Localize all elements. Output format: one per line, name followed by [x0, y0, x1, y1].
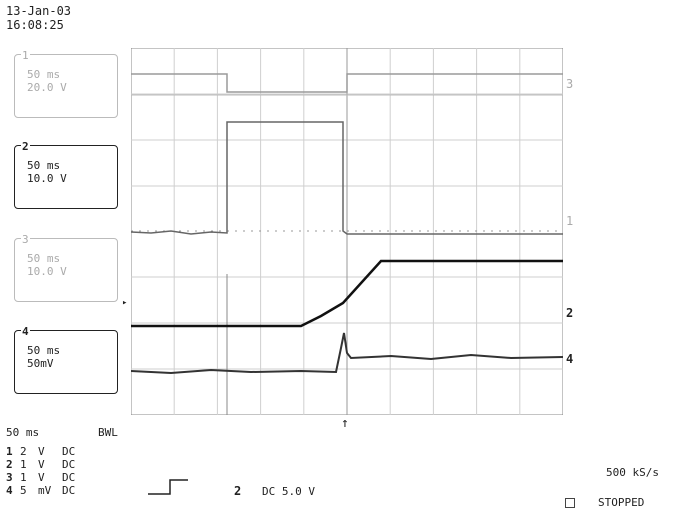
channel-4-timebase: 50 ms [27, 344, 61, 357]
date-label: 13-Jan-03 [6, 4, 72, 18]
waveform-display[interactable] [131, 48, 563, 415]
channel-4-number: 4 [21, 325, 30, 338]
trigger-position-arrow: ↑ [341, 416, 349, 431]
acquisition-status: STOPPED [598, 496, 645, 509]
channel-1-volts: 20.0 V [27, 81, 67, 94]
channel-summary-row-3: 3 1 V DC [6, 471, 76, 484]
channel-3-volts: 10.0 V [27, 265, 67, 278]
channel-2-number: 2 [21, 140, 30, 153]
channel-3-number: 3 [21, 233, 30, 246]
trigger-edge-icon [148, 479, 188, 495]
channel-3-timebase: 50 ms [27, 252, 61, 265]
channel-1-number: 1 [21, 49, 30, 62]
channel-2-volts: 10.0 V [27, 172, 67, 185]
trigger-coupling: DC 5.0 V [262, 485, 315, 498]
channel-summary-row-1: 1 2 V DC [6, 445, 76, 458]
channel-3-box[interactable]: 3 50 ms 10.0 V [14, 233, 118, 302]
bwl-label: BWL [98, 426, 118, 439]
channel-summary-row-4: 4 5 mV DC [6, 484, 76, 497]
date-time: 13-Jan-03 16:08:25 [6, 4, 71, 32]
channel-2-timebase: 50 ms [27, 159, 61, 172]
trace-3 [131, 73, 563, 93]
time-label: 16:08:25 [6, 18, 64, 32]
trace-3-label: 3 [566, 77, 574, 91]
trace-1 [131, 121, 563, 235]
trace-2 [131, 259, 563, 328]
channel-summary-row-2: 2 1 V DC [6, 458, 76, 471]
channel-2-box[interactable]: 2 50 ms 10.0 V [14, 140, 118, 209]
channel-4-volts: 50mV [27, 357, 54, 370]
trace-1-label: 1 [566, 214, 574, 228]
trigger-level-marker: ▸ [122, 298, 128, 308]
sample-rate: 500 kS/s [606, 466, 659, 479]
timebase-label: 50 ms [6, 426, 40, 439]
channel-1-box[interactable]: 1 50 ms 20.0 V [14, 49, 118, 118]
run-stop-checkbox[interactable] [565, 498, 575, 508]
channel-4-box[interactable]: 4 50 ms 50mV [14, 325, 118, 394]
channel-1-timebase: 50 ms [27, 68, 61, 81]
trace-4 [131, 332, 563, 375]
trigger-channel: 2 [234, 484, 242, 498]
trace-2-label: 2 [566, 306, 574, 320]
trace-4-label: 4 [566, 352, 574, 366]
